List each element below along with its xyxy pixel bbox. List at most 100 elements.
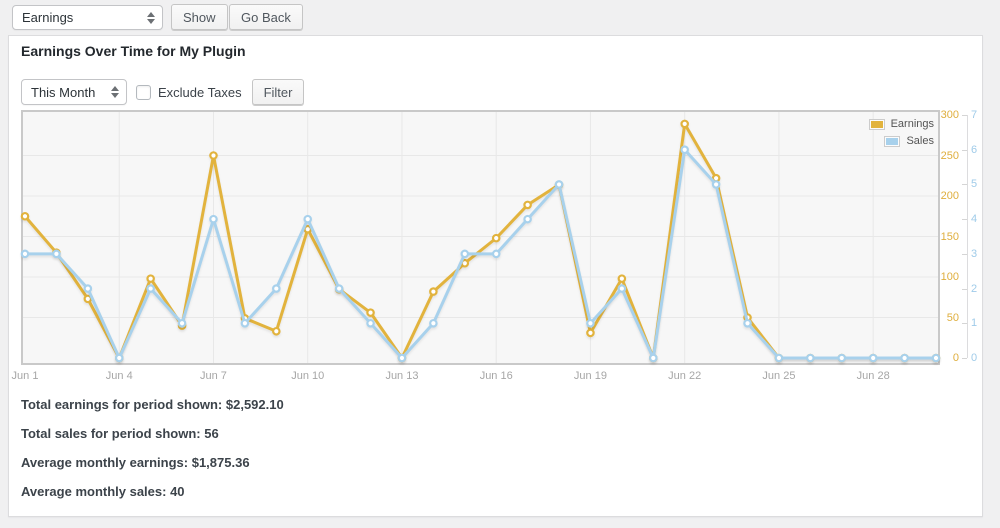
series-marker-sales <box>743 318 752 328</box>
series-marker-sales <box>83 284 93 293</box>
series-marker-sales <box>774 353 784 363</box>
sales-axis-tick: 7 <box>971 109 978 121</box>
report-type-select-value: Earnings <box>22 10 74 25</box>
go-back-button[interactable]: Go Back <box>229 4 303 30</box>
x-axis-label: Jun 25 <box>762 370 796 382</box>
legend-entry: Sales <box>869 135 934 147</box>
series-marker-sales <box>900 353 909 363</box>
total-sales-line: Total sales for period shown: 56 <box>21 426 219 441</box>
series-marker-sales <box>806 353 815 363</box>
sales-axis-tick-mark <box>962 253 967 255</box>
series-marker-sales <box>711 180 721 189</box>
x-axis-label: Jun 28 <box>856 370 890 382</box>
series-marker-earnings <box>429 287 438 296</box>
x-axis-label: Jun 1 <box>11 370 39 382</box>
sales-axis-tick: 0 <box>971 352 978 364</box>
x-axis-label: Jun 4 <box>105 370 133 382</box>
sales-axis-tick: 1 <box>971 317 978 330</box>
series-marker-sales <box>837 353 847 363</box>
sales-axis-tick-mark <box>962 219 967 221</box>
select-stepper-icon <box>147 11 155 24</box>
series-marker-earnings <box>586 328 595 338</box>
series-marker-earnings <box>617 274 627 283</box>
series-sales <box>20 145 941 363</box>
series-marker-sales <box>554 180 564 189</box>
series-marker-sales <box>114 353 124 363</box>
series-marker-earnings <box>20 211 30 221</box>
report-panel: Earnings Over Time for My Plugin This Mo… <box>8 35 983 517</box>
series-marker-sales <box>209 214 218 224</box>
x-axis-label: Jun 13 <box>385 370 419 382</box>
series-marker-earnings <box>366 308 375 317</box>
series-marker-earnings <box>680 119 689 129</box>
series-marker-sales <box>240 318 250 328</box>
series-marker-sales <box>429 318 438 328</box>
series-marker-earnings <box>523 200 532 210</box>
series-marker-sales <box>460 249 470 259</box>
series-marker-sales <box>680 145 689 155</box>
sales-axis-tick: 2 <box>971 282 978 295</box>
sales-axis-tick: 5 <box>971 178 978 191</box>
sales-axis-tick-mark <box>962 288 967 290</box>
series-marker-sales <box>177 318 187 328</box>
series-marker-sales <box>617 284 627 293</box>
sales-axis-tick: 6 <box>971 143 978 156</box>
series-line-sales <box>23 148 938 360</box>
avg-monthly-sales-line: Average monthly sales: 40 <box>21 484 185 499</box>
x-axis-label: Jun 16 <box>479 370 513 382</box>
series-earnings <box>20 119 941 363</box>
series-marker-sales <box>648 353 658 363</box>
sales-axis-tick-mark <box>962 115 967 116</box>
exclude-taxes-checkbox[interactable] <box>136 84 151 100</box>
series-marker-sales <box>491 249 501 259</box>
chart-legend: Earnings Sales <box>868 118 934 147</box>
series-marker-sales <box>397 353 407 363</box>
series-line-earnings <box>23 122 938 360</box>
series-marker-sales <box>272 284 281 293</box>
chart-svg <box>20 112 941 363</box>
series-marker-sales <box>523 214 532 224</box>
sales-axis-tick-mark <box>962 184 967 186</box>
sales-axis-tick-mark <box>962 323 967 325</box>
legend-label: Earnings <box>890 118 934 130</box>
series-marker-earnings <box>146 274 155 283</box>
sales-axis-tick: 4 <box>971 213 978 226</box>
series-marker-sales <box>586 318 595 328</box>
x-axis-label: Jun 22 <box>668 370 702 382</box>
series-marker-sales <box>334 284 344 293</box>
chart-plot-area: Earnings Sales <box>20 110 941 365</box>
series-marker-sales <box>303 214 313 224</box>
series-marker-earnings <box>209 151 218 160</box>
sales-axis-tick-mark <box>962 149 967 151</box>
series-marker-earnings <box>272 326 281 336</box>
summary-block: Total earnings for period shown: $2,592.… <box>21 398 284 514</box>
series-marker-sales <box>931 353 941 363</box>
page-title: Earnings Over Time for My Plugin <box>21 43 246 59</box>
series-marker-earnings <box>491 233 501 243</box>
report-topbar: Earnings Show Go Back <box>0 0 1000 35</box>
avg-monthly-earnings-line: Average monthly earnings: $1,875.36 <box>21 455 250 470</box>
legend-entry: Earnings <box>868 118 934 130</box>
show-button[interactable]: Show <box>171 4 228 30</box>
report-type-select[interactable]: Earnings <box>12 5 163 30</box>
period-select[interactable]: This Month <box>21 79 127 105</box>
series-marker-sales <box>52 249 61 259</box>
x-axis-label: Jun 10 <box>291 370 325 382</box>
legend-label: Sales <box>906 135 934 147</box>
x-axis-label: Jun 7 <box>200 370 227 382</box>
exclude-taxes-label: Exclude Taxes <box>158 84 242 100</box>
sales-axis-tick-mark <box>962 358 967 359</box>
series-marker-sales <box>146 284 155 293</box>
sales-axis-tick: 3 <box>971 247 978 260</box>
filter-button[interactable]: Filter <box>251 79 305 105</box>
total-earnings-line: Total earnings for period shown: $2,592.… <box>21 397 284 412</box>
sales-axis-line <box>967 115 968 358</box>
x-axis-label: Jun 19 <box>573 370 607 382</box>
filter-controls: This Month Exclude Taxes Filter <box>21 79 305 105</box>
legend-color-icon <box>884 135 901 147</box>
series-marker-sales <box>20 249 30 259</box>
series-marker-sales <box>366 318 375 328</box>
period-select-value: This Month <box>31 84 96 100</box>
select-stepper-icon <box>111 86 119 98</box>
series-marker-sales <box>868 353 878 363</box>
